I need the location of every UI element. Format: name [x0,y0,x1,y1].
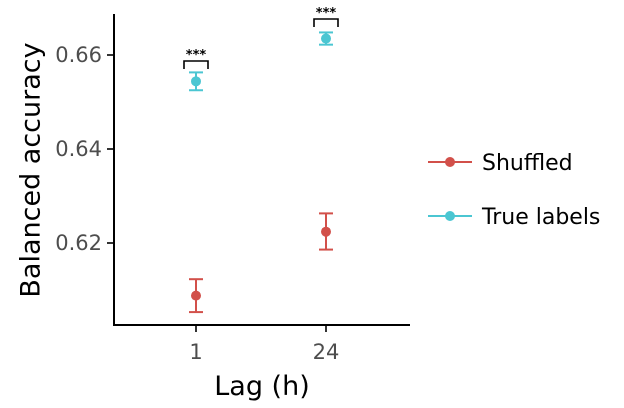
x-axis-title: Lag (h) [214,371,310,402]
x-tick-label: 1 [189,340,202,364]
significance-bracket [183,60,209,69]
legend-item-1: True labels [428,205,600,230]
x-tick-label: 24 [313,340,340,364]
y-tick-label: 0.66 [55,43,102,67]
x-ticks: 1 24 [189,325,339,364]
data-point [321,226,331,237]
significance-label: *** [186,48,207,63]
y-ticks: 0.62 0.64 0.66 [55,43,114,255]
plot-marks [189,31,333,314]
series-1-point-group [319,31,333,46]
series-1-point-group [189,71,203,92]
data-point [191,290,201,301]
legend-key-point [445,211,455,221]
data-point [321,33,331,44]
significance-bracket [313,18,339,27]
significance-annotations: *** *** [183,6,339,69]
y-axis-title: Balanced accuracy [16,42,47,297]
legend: Shuffled True labels [428,151,600,230]
series-0-point-group [319,212,333,251]
significance-label: *** [316,6,337,21]
y-tick-label: 0.62 [55,231,102,255]
y-tick-label: 0.64 [55,137,102,161]
legend-label: Shuffled [482,151,573,176]
axes [113,14,410,326]
legend-label: True labels [481,205,600,230]
series-0-point-group [189,278,203,314]
legend-key-point [445,157,455,167]
data-point [191,76,201,87]
legend-item-0: Shuffled [428,151,573,176]
